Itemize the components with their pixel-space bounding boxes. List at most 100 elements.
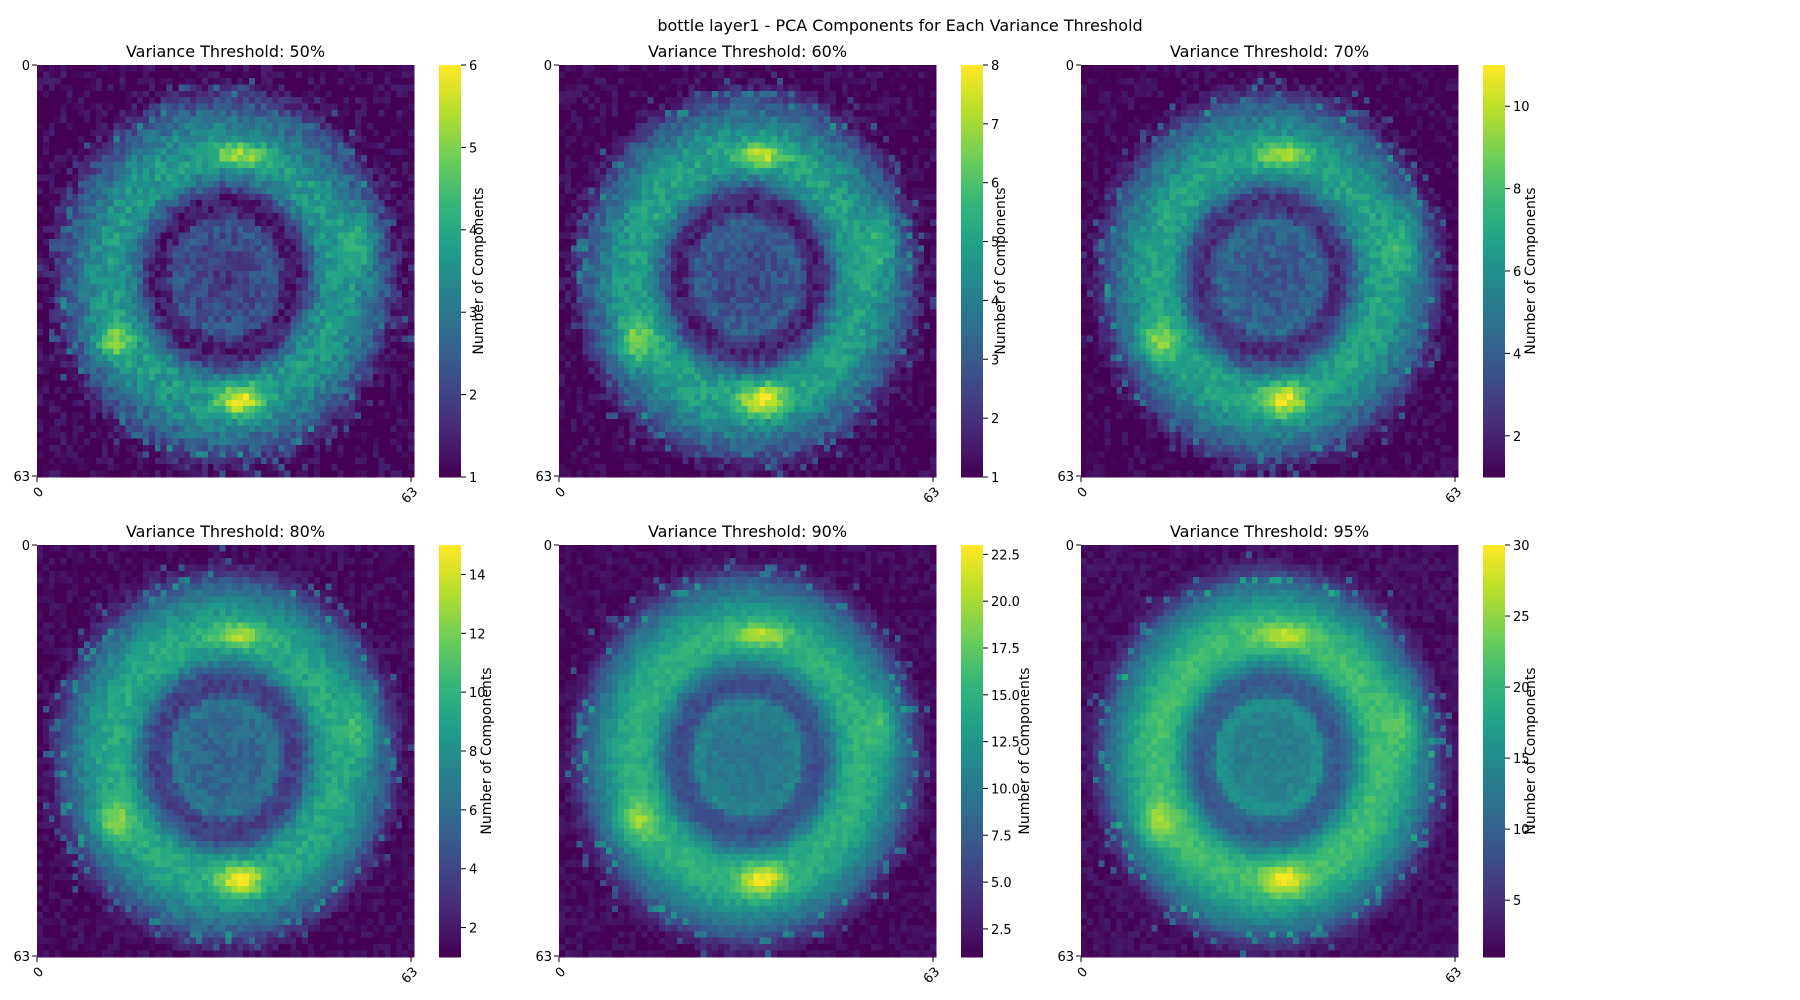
heatmap-cell <box>759 103 766 111</box>
heatmap-cell <box>272 142 279 150</box>
heatmap-cell <box>131 470 138 478</box>
heatmap-cell <box>166 148 173 156</box>
heatmap-cell <box>723 65 731 72</box>
heatmap-cell <box>355 386 362 394</box>
colorbar-segment <box>439 229 461 234</box>
heatmap-cell <box>184 97 191 104</box>
heatmap-cell <box>355 200 362 207</box>
heatmap-cell <box>184 103 191 111</box>
heatmap-cell <box>237 180 244 188</box>
heatmap-cell <box>243 431 250 439</box>
heatmap-cell <box>231 148 238 156</box>
heatmap-cell <box>408 406 415 413</box>
heatmap-cell <box>408 206 415 214</box>
colorbar-segment <box>439 178 461 183</box>
heatmap-cell <box>729 116 737 124</box>
heatmap-cell <box>154 354 162 362</box>
heatmap-cell <box>384 135 391 143</box>
heatmap-cell <box>54 431 61 439</box>
heatmap-cell <box>325 110 332 117</box>
heatmap-cell <box>824 65 831 72</box>
heatmap-cell <box>84 148 91 156</box>
heatmap-cell <box>207 174 215 182</box>
heatmap-cell <box>178 116 185 124</box>
heatmap-cell <box>107 374 114 381</box>
heatmap-cell <box>54 71 61 79</box>
heatmap-cell <box>166 168 173 175</box>
heatmap-cell <box>90 367 97 375</box>
heatmap-cell <box>207 84 215 92</box>
heatmap-cell <box>360 97 368 104</box>
heatmap-cell <box>178 187 185 195</box>
heatmap-cell <box>137 264 144 272</box>
heatmap-cell <box>249 277 256 285</box>
heatmap-cell <box>859 71 866 79</box>
heatmap-cell <box>237 328 244 336</box>
heatmap-cell <box>84 187 91 195</box>
heatmap-cell <box>90 335 97 343</box>
heatmap-cell <box>331 77 338 85</box>
heatmap-cell <box>325 425 332 433</box>
heatmap-cell <box>66 303 73 310</box>
heatmap-cell <box>302 122 309 130</box>
heatmap-cell <box>360 155 368 162</box>
heatmap-cell <box>254 97 262 104</box>
heatmap-cell <box>119 155 126 162</box>
heatmap-cell <box>408 354 415 362</box>
heatmap-cell <box>95 393 103 401</box>
heatmap-cell <box>213 444 220 452</box>
heatmap-cell <box>54 122 61 130</box>
heatmap-cell <box>378 142 385 150</box>
heatmap-cell <box>408 309 415 317</box>
heatmap-cell <box>343 386 350 394</box>
heatmap-cell <box>113 206 120 214</box>
heatmap-cell <box>148 457 156 465</box>
heatmap-cell <box>78 406 85 413</box>
heatmap-cell <box>378 316 385 323</box>
heatmap-cell <box>290 258 297 265</box>
heatmap-cell <box>172 77 179 85</box>
heatmap-cell <box>296 200 303 207</box>
heatmap-cell <box>254 290 262 298</box>
heatmap-cell <box>278 200 285 207</box>
heatmap-cell <box>296 264 303 272</box>
heatmap-cell <box>741 97 748 104</box>
heatmap-cell <box>641 84 648 92</box>
heatmap-cell <box>402 374 409 381</box>
heatmap-cell <box>243 438 250 446</box>
heatmap-cell <box>207 367 215 375</box>
heatmap-cell <box>119 193 126 201</box>
heatmap-cell <box>154 129 162 137</box>
heatmap-cell <box>84 309 91 317</box>
heatmap-cell <box>349 393 356 401</box>
heatmap-cell <box>95 444 103 452</box>
heatmap-cell <box>207 90 215 98</box>
heatmap-cell <box>319 116 326 124</box>
heatmap-cell <box>249 219 256 227</box>
heatmap-cell <box>588 77 595 85</box>
heatmap-cell <box>143 393 150 401</box>
heatmap-cell <box>119 412 126 420</box>
colorbar-segment <box>439 171 461 176</box>
heatmap-cell <box>302 110 309 117</box>
heatmap-cell <box>60 90 67 98</box>
heatmap-cell <box>54 464 61 471</box>
heatmap-cell <box>343 213 350 220</box>
heatmap-cell <box>213 309 220 317</box>
heatmap-cell <box>213 251 220 259</box>
heatmap-cell <box>360 316 368 323</box>
heatmap-cell <box>219 380 226 388</box>
heatmap-cell <box>570 129 578 137</box>
heatmap-cell <box>42 470 50 478</box>
heatmap-cell <box>172 425 179 433</box>
heatmap-cell <box>42 180 50 188</box>
heatmap-cell <box>178 361 185 368</box>
heatmap-cell <box>148 283 156 291</box>
heatmap-cell <box>284 341 291 349</box>
heatmap-cell <box>612 135 619 143</box>
heatmap-cell <box>254 296 262 304</box>
heatmap-cell <box>700 65 707 72</box>
heatmap-cell <box>894 84 902 92</box>
heatmap-cell <box>402 322 409 330</box>
heatmap-cell <box>396 238 403 246</box>
